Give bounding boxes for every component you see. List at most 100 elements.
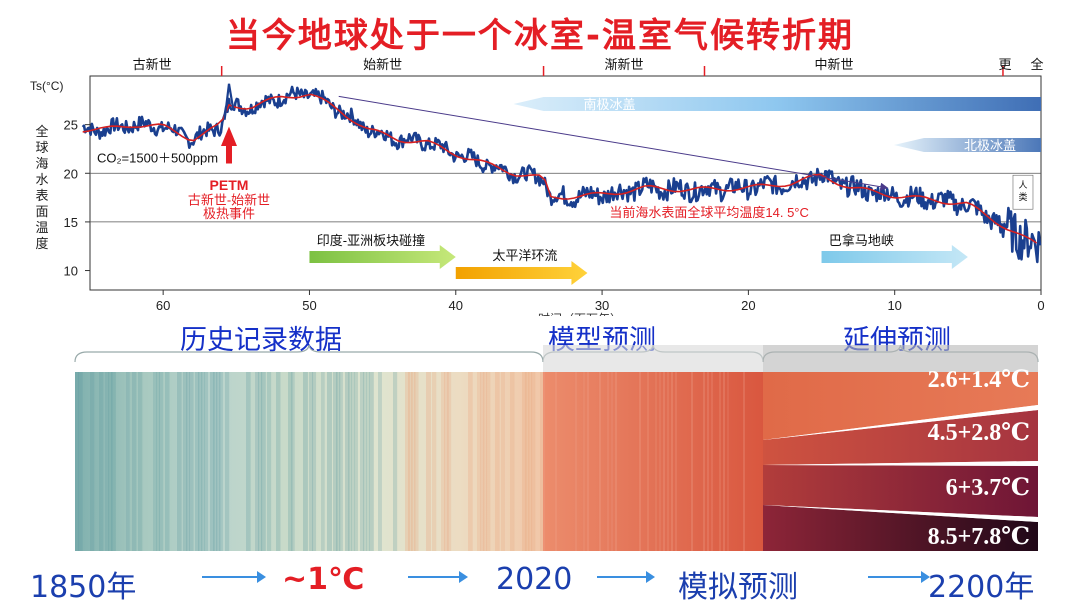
timeline-arrow bbox=[868, 571, 930, 583]
stripe bbox=[447, 372, 452, 551]
scenario-label: 4.5+2.8℃ bbox=[928, 420, 1030, 446]
stripe bbox=[99, 372, 104, 551]
epoch-label: 更 bbox=[998, 57, 1011, 72]
temperature-series bbox=[81, 83, 1042, 264]
scenario-label: 2.6+1.4℃ bbox=[928, 367, 1030, 393]
stripe bbox=[225, 372, 230, 551]
stripe bbox=[105, 372, 109, 551]
scenario-label: 6+3.7℃ bbox=[946, 475, 1030, 501]
stripe bbox=[204, 372, 209, 551]
scenario-band bbox=[763, 372, 1038, 440]
extended-header-band bbox=[763, 345, 1038, 372]
stripe bbox=[108, 372, 113, 551]
stripe bbox=[156, 372, 160, 551]
stripe bbox=[531, 372, 536, 551]
model-header-band bbox=[543, 345, 763, 372]
event-label: 巴拿马地峡 bbox=[829, 233, 894, 248]
stripe bbox=[132, 372, 137, 551]
timeline-start: 1850年 bbox=[30, 570, 137, 605]
stripe bbox=[432, 372, 437, 551]
scenario-band bbox=[763, 465, 1038, 517]
stripe bbox=[339, 372, 343, 551]
stripe bbox=[255, 372, 260, 551]
stripe bbox=[611, 372, 613, 551]
stripe bbox=[393, 372, 398, 551]
stripe bbox=[408, 372, 413, 551]
stripe bbox=[111, 372, 116, 551]
stripe bbox=[213, 372, 218, 551]
event-arrow bbox=[309, 245, 456, 269]
stripe bbox=[165, 372, 170, 551]
temperature-curve bbox=[81, 85, 1042, 264]
stripe bbox=[267, 372, 272, 551]
stripe bbox=[411, 372, 416, 551]
petm-spike bbox=[223, 83, 235, 120]
stripe bbox=[727, 372, 729, 551]
stripe bbox=[159, 372, 164, 551]
axis-ticks: 60 50 40 30 20 10 0 时间（百万年） 10 15 20 25 Ts(°C) 全球海水表面… bbox=[30, 79, 1045, 316]
human-label: 类 bbox=[1018, 191, 1027, 202]
stripe bbox=[575, 372, 577, 551]
y-tick-label: 25 bbox=[64, 118, 78, 133]
event-arrow bbox=[455, 261, 588, 285]
stripe bbox=[426, 372, 431, 551]
stripe bbox=[354, 372, 358, 551]
scenario-separator bbox=[763, 505, 1038, 522]
timeline-now: 2020 bbox=[496, 562, 573, 597]
stripe bbox=[189, 372, 194, 551]
x-tick-label: 10 bbox=[887, 298, 901, 313]
stripe bbox=[543, 372, 545, 551]
stripe bbox=[186, 372, 190, 551]
stripe bbox=[663, 372, 665, 551]
stripe bbox=[510, 372, 515, 551]
epoch-label: 始新世 bbox=[363, 57, 402, 72]
stripe bbox=[414, 372, 419, 551]
scenario-band bbox=[763, 410, 1038, 465]
timeline-end: 2200年 bbox=[928, 570, 1035, 605]
x-tick-label: 20 bbox=[741, 298, 755, 313]
stripe bbox=[78, 372, 83, 551]
scenario-label: 8.5+7.8℃ bbox=[928, 524, 1030, 550]
stripe bbox=[711, 372, 713, 551]
stripe bbox=[336, 372, 341, 551]
human-label: 人 bbox=[1018, 180, 1027, 190]
x-tick-label: 60 bbox=[156, 298, 170, 313]
stripe bbox=[477, 372, 481, 551]
y-axis-label: 全球海水表面温度 bbox=[35, 124, 48, 251]
epoch-label: 渐新世 bbox=[605, 57, 644, 72]
stripe bbox=[90, 372, 95, 551]
stripe bbox=[177, 372, 182, 551]
antarctic-ice-bar-label: 南极冰盖 bbox=[584, 97, 636, 112]
stripe bbox=[360, 372, 365, 551]
arctic-ice-bar bbox=[893, 138, 1041, 152]
stripe bbox=[219, 372, 223, 551]
event-arrow bbox=[821, 245, 968, 269]
epoch-label: 中新世 bbox=[814, 57, 853, 72]
stripe bbox=[501, 372, 505, 551]
stripe bbox=[480, 372, 485, 551]
event-label: 太平洋环流 bbox=[492, 248, 557, 263]
stripe bbox=[615, 372, 617, 551]
page-title: 当今地球处于一个冰室-温室气候转折期 bbox=[225, 16, 855, 56]
stripe bbox=[405, 372, 410, 551]
x-tick-label: 50 bbox=[302, 298, 316, 313]
epoch-label: 全 bbox=[1030, 57, 1043, 72]
stripe bbox=[351, 372, 355, 551]
stripe bbox=[587, 372, 589, 551]
stripe bbox=[75, 372, 79, 551]
x-tick-label: 30 bbox=[595, 298, 609, 313]
stripe bbox=[246, 372, 251, 551]
stripe bbox=[468, 372, 473, 551]
stripe bbox=[659, 372, 661, 551]
y-tick-label: 10 bbox=[64, 264, 78, 279]
x-tick-label: 40 bbox=[449, 298, 463, 313]
petm-arrow bbox=[220, 126, 237, 164]
scenario-band bbox=[763, 505, 1038, 551]
epoch-label: 古新世 bbox=[133, 57, 172, 72]
stripe bbox=[671, 372, 673, 551]
petm-desc: 极热事件 bbox=[203, 206, 255, 221]
temperature-mean-curve bbox=[82, 93, 1038, 244]
